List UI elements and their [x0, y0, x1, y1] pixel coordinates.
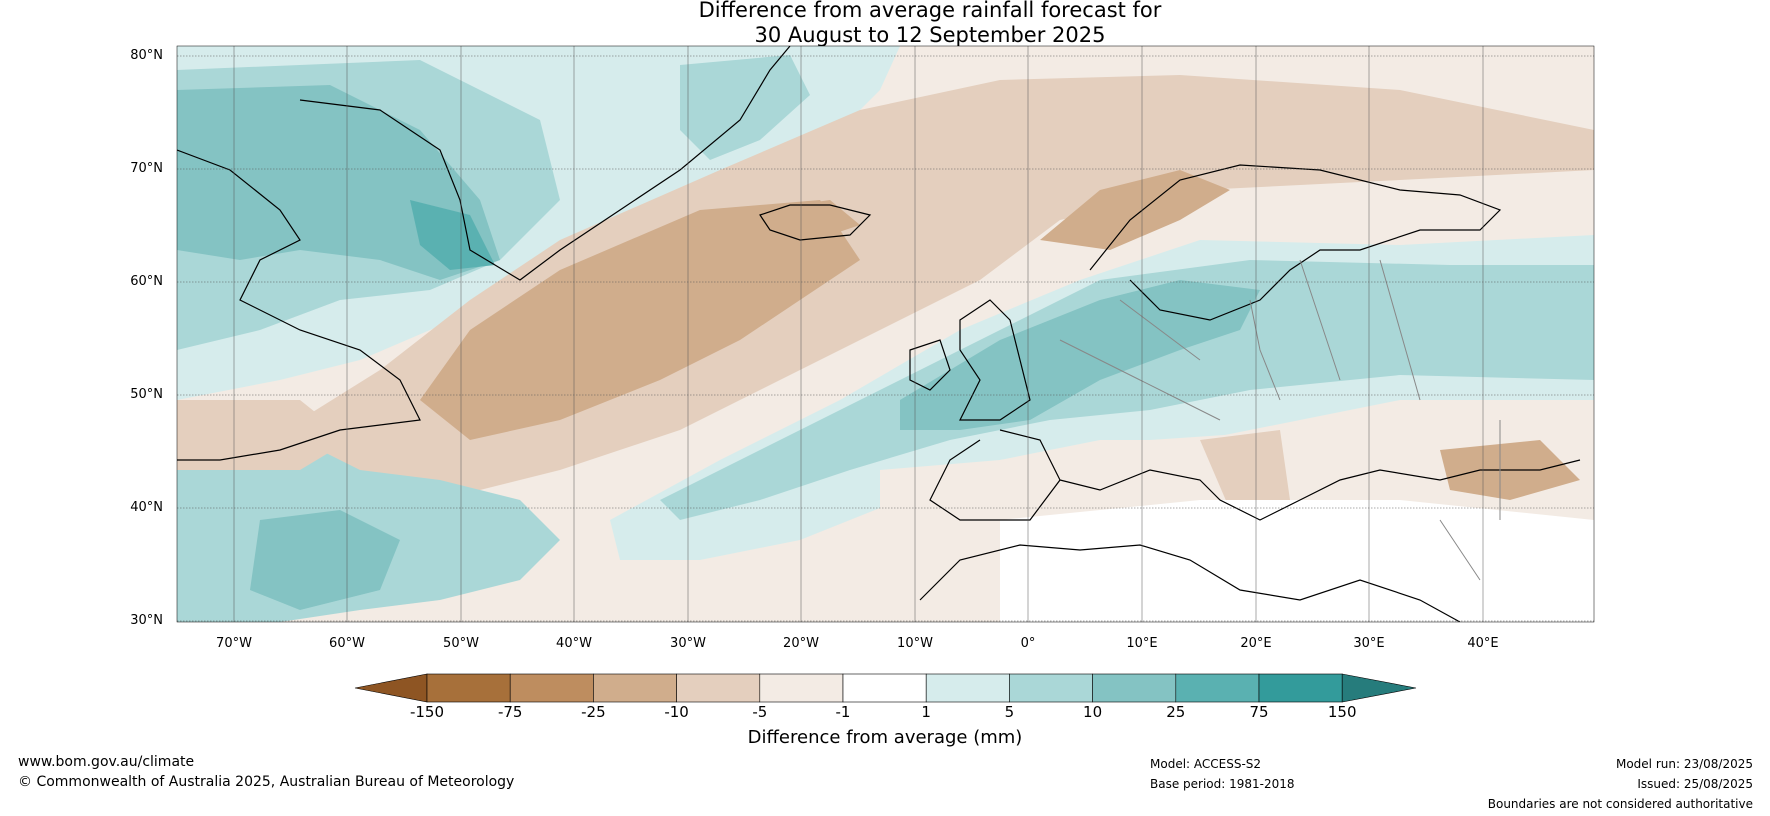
colorbar-segment [1175, 673, 1260, 703]
colorbar-tick-label: -75 [497, 703, 523, 721]
footer-boundaries: Boundaries are not considered authoritat… [1487, 797, 1753, 811]
longitude-label: 30°E [1353, 636, 1385, 651]
colorbar-tick-label: -150 [409, 703, 445, 721]
neutral-region-africa [1000, 500, 1594, 622]
footer-model-run: Model run: 23/08/2025 [1615, 757, 1753, 771]
dry-region-scandinavia [1040, 170, 1230, 250]
coastline-iceland [759, 204, 872, 241]
colorbar-tick-label: 5 [1004, 703, 1015, 721]
longitude-label: 40°W [556, 636, 592, 651]
footer-issued: Issued: 25/08/2025 [1637, 777, 1753, 791]
map-frame [177, 46, 1594, 622]
colorbar-segment [426, 673, 511, 703]
dry-region-iceland [760, 200, 860, 245]
map-border [176, 45, 1595, 623]
wet-region-west-atlantic-core [250, 510, 400, 610]
dry-region-atlantic-core [420, 200, 860, 440]
latitude-label: 30°N [130, 613, 163, 628]
latitude-label: 70°N [130, 161, 163, 176]
colorbar-segment [925, 673, 1010, 703]
wet-region-europe-core [900, 280, 1260, 430]
wet-region-europe-mid [660, 260, 1594, 520]
longitude-label: 50°W [443, 636, 479, 651]
colorbar-tick-label: -10 [664, 703, 689, 721]
colorbar-segment [509, 673, 594, 703]
latitude-label: 60°N [130, 274, 163, 289]
coastline-africa [919, 544, 1461, 622]
colorbar-tick-label: 10 [1083, 703, 1103, 721]
colorbar-label: Difference from average (mm) [747, 727, 1023, 748]
coastline-british-isles [909, 299, 1031, 421]
footer-website: www.bom.gov.au/climate [18, 754, 195, 770]
coastline-canada [177, 149, 421, 461]
colorbar-tick-label: -1 [835, 703, 851, 721]
colorbar-segment [759, 673, 844, 703]
dry-region-west [177, 400, 350, 470]
colorbar-segment [593, 673, 677, 703]
latitude-label: 50°N [130, 387, 163, 402]
latitude-label: 40°N [130, 500, 163, 515]
colorbar-segment [842, 673, 927, 703]
colorbar-tick-label: -5 [752, 703, 768, 721]
title-line-1: Difference from average rainfall forecas… [698, 0, 1162, 22]
wet-region-east-greenland [680, 55, 810, 160]
colorbar-tick-label: 75 [1249, 703, 1269, 721]
colorbar-extend-low [354, 673, 428, 703]
longitude-label: 30°W [670, 636, 706, 651]
graticule [177, 46, 1594, 622]
longitude-label: 20°W [783, 636, 819, 651]
longitude-label: 10°E [1126, 636, 1158, 651]
coastline-greenland [299, 46, 791, 281]
longitude-label: 20°E [1240, 636, 1272, 651]
dry-region-balkans [1200, 430, 1290, 510]
colorbar-tick-label: 1 [921, 703, 931, 721]
coastline-scandinavia [1089, 164, 1502, 321]
colorbar-tick-label: 25 [1166, 703, 1186, 721]
colorbar-segment [1009, 673, 1093, 703]
country-borders [1059, 259, 1501, 581]
colorbar-segment [1258, 673, 1343, 703]
longitude-label: 0° [1020, 636, 1036, 651]
latitude-label: 80°N [130, 48, 163, 63]
footer-base-period: Base period: 1981-2018 [1150, 777, 1295, 791]
footer-copyright: © Commonwealth of Australia 2025, Austra… [18, 774, 515, 790]
longitude-label: 60°W [329, 636, 365, 651]
coastline-europe [929, 429, 1581, 521]
colorbar [354, 673, 1417, 703]
colorbar-tick-label: 150 [1327, 703, 1357, 721]
map-title: Difference from average rainfall forecas… [0, 0, 1770, 48]
footer-model: Model: ACCESS-S2 [1150, 757, 1262, 771]
longitude-label: 10°W [897, 636, 933, 651]
longitude-label: 70°W [216, 636, 252, 651]
longitude-label: 40°E [1467, 636, 1499, 651]
colorbar-tick-label: -25 [581, 703, 606, 721]
colorbar-segment [676, 673, 761, 703]
title-line-2: 30 August to 12 September 2025 [754, 23, 1106, 47]
colorbar-segment [1092, 673, 1177, 703]
colorbar-extend-high [1341, 673, 1417, 703]
